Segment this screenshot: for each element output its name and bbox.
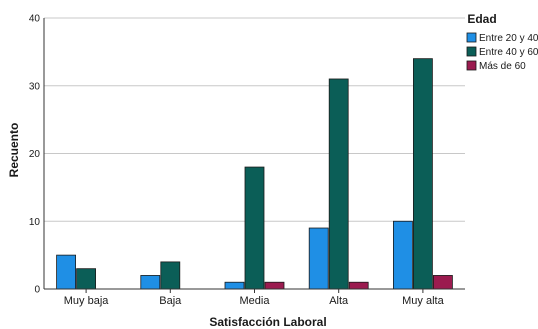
y-tick-label: 30 — [29, 81, 41, 92]
axes — [43, 18, 465, 293]
bar — [244, 166, 265, 290]
y-tick-labels: 0 10 20 30 40 — [29, 14, 41, 296]
x-tick-labels: Muy baja Baja Media Alta Muy alta — [64, 295, 445, 307]
y-tick-label: 40 — [29, 14, 41, 25]
bar — [224, 281, 245, 290]
x-tick-label: Muy alta — [402, 295, 444, 307]
y-tick-label: 20 — [29, 149, 41, 160]
y-axis-title: Recuento — [7, 123, 21, 178]
legend-swatch — [466, 46, 477, 57]
bar — [432, 275, 453, 290]
legend-swatch — [466, 32, 477, 43]
legend-swatch — [466, 60, 477, 71]
x-axis-title: Satisfacción Laboral — [209, 315, 326, 329]
bars — [56, 58, 453, 290]
legend-title: Edad — [467, 12, 496, 26]
x-tick-label: Baja — [159, 295, 182, 307]
bar — [348, 281, 369, 290]
bar — [328, 78, 349, 290]
bar — [392, 220, 413, 290]
bar — [56, 254, 76, 290]
legend-label: Entre 40 y 60 — [479, 47, 538, 58]
bar — [308, 227, 329, 290]
legend-label: Más de 60 — [479, 61, 526, 72]
x-tick-label: Muy baja — [64, 295, 110, 307]
bar — [140, 275, 161, 290]
legend-label: Entre 20 y 40 — [479, 33, 538, 44]
bar — [412, 58, 433, 290]
bar — [264, 281, 285, 290]
bar — [76, 268, 96, 290]
bar — [160, 261, 181, 290]
x-tick-label: Media — [240, 295, 271, 307]
y-tick-label: 0 — [34, 285, 40, 296]
y-tick-label: 10 — [29, 217, 41, 228]
x-tick-label: Alta — [329, 295, 349, 307]
legend: Edad Entre 20 y 40 Entre 40 y 60 Más de 60 — [466, 12, 538, 72]
